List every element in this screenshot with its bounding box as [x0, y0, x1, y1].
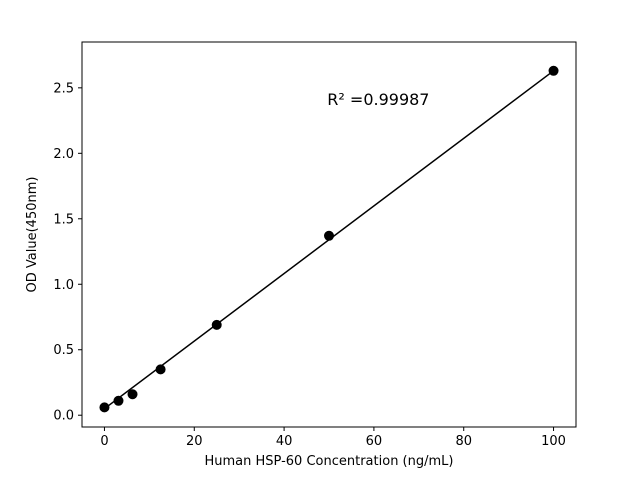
y-tick-label: 2.0: [53, 147, 74, 162]
r-squared-annotation: R² =0.99987: [327, 90, 429, 109]
data-point: [113, 395, 124, 406]
x-tick-label: 100: [541, 434, 566, 449]
y-tick-label: 1.0: [53, 278, 74, 293]
y-tick-label: 0.0: [53, 409, 74, 424]
y-tick-label: 1.5: [53, 212, 74, 227]
x-tick-label: 20: [186, 434, 203, 449]
data-point: [155, 364, 166, 375]
x-tick-label: 60: [366, 434, 383, 449]
data-point: [211, 319, 222, 330]
x-tick-label: 40: [276, 434, 293, 449]
data-point: [127, 389, 138, 400]
data-point: [548, 65, 559, 76]
data-point: [99, 402, 110, 413]
x-tick-label: 80: [455, 434, 472, 449]
y-axis-label: OD Value(450nm): [25, 177, 40, 293]
x-axis-label: Human HSP-60 Concentration (ng/mL): [205, 454, 454, 469]
y-tick-label: 0.5: [53, 343, 74, 358]
data-point: [324, 230, 334, 241]
y-tick-label: 2.5: [53, 81, 74, 96]
axes-spines: [81, 41, 577, 428]
x-tick-label: 0: [100, 434, 108, 449]
